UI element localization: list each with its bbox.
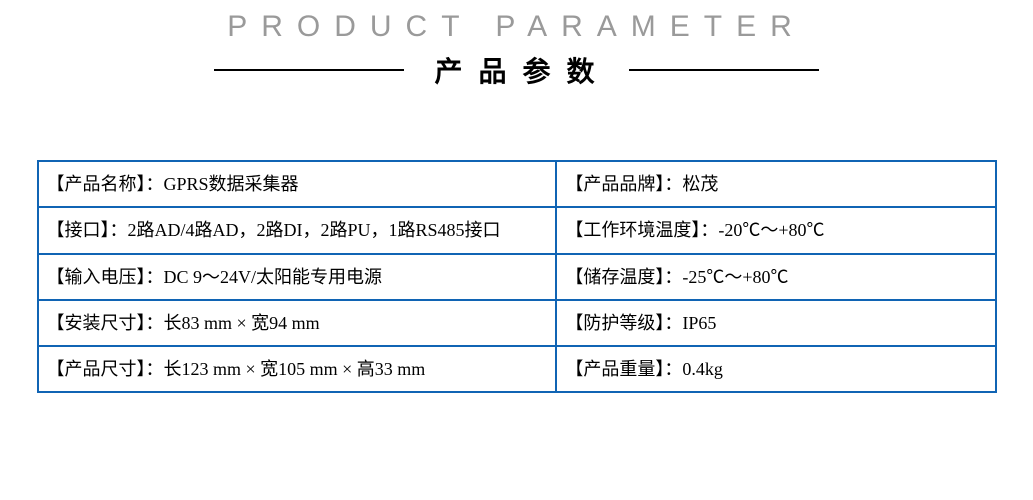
- cell-storage-temp: 【储存温度】：-25℃～+80℃: [556, 254, 995, 300]
- rule-left: [214, 69, 404, 71]
- parameters-table: 【产品名称】：GPRS数据采集器 【产品品牌】：松茂 【接口】：2路AD/4路A…: [37, 160, 997, 393]
- table-row: 【安装尺寸】：长83 mm × 宽94 mm 【防护等级】：IP65: [38, 300, 996, 346]
- parameters-tbody: 【产品名称】：GPRS数据采集器 【产品品牌】：松茂 【接口】：2路AD/4路A…: [38, 161, 996, 392]
- cell-working-temp: 【工作环境温度】：-20℃～+80℃: [556, 207, 995, 253]
- cell-interface: 【接口】：2路AD/4路AD，2路DI，2路PU，1路RS485接口: [38, 207, 557, 253]
- cell-ip-rating: 【防护等级】：IP65: [556, 300, 995, 346]
- cell-product-size: 【产品尺寸】：长123 mm × 宽105 mm × 高33 mm: [38, 346, 557, 392]
- cell-input-voltage: 【输入电压】：DC 9～24V/太阳能专用电源: [38, 254, 557, 300]
- title-english: PRODUCT PARAMETER: [0, 10, 1033, 44]
- subtitle-row: 产品参数: [0, 50, 1033, 90]
- cell-weight: 【产品重量】：0.4kg: [556, 346, 995, 392]
- table-row: 【产品名称】：GPRS数据采集器 【产品品牌】：松茂: [38, 161, 996, 207]
- cell-brand: 【产品品牌】：松茂: [556, 161, 995, 207]
- cell-product-name: 【产品名称】：GPRS数据采集器: [38, 161, 557, 207]
- table-row: 【产品尺寸】：长123 mm × 宽105 mm × 高33 mm 【产品重量】…: [38, 346, 996, 392]
- header-block: PRODUCT PARAMETER 产品参数: [0, 0, 1033, 90]
- table-row: 【接口】：2路AD/4路AD，2路DI，2路PU，1路RS485接口 【工作环境…: [38, 207, 996, 253]
- table-row: 【输入电压】：DC 9～24V/太阳能专用电源 【储存温度】：-25℃～+80℃: [38, 254, 996, 300]
- cell-install-size: 【安装尺寸】：长83 mm × 宽94 mm: [38, 300, 557, 346]
- title-chinese: 产品参数: [422, 50, 610, 90]
- rule-right: [629, 69, 819, 71]
